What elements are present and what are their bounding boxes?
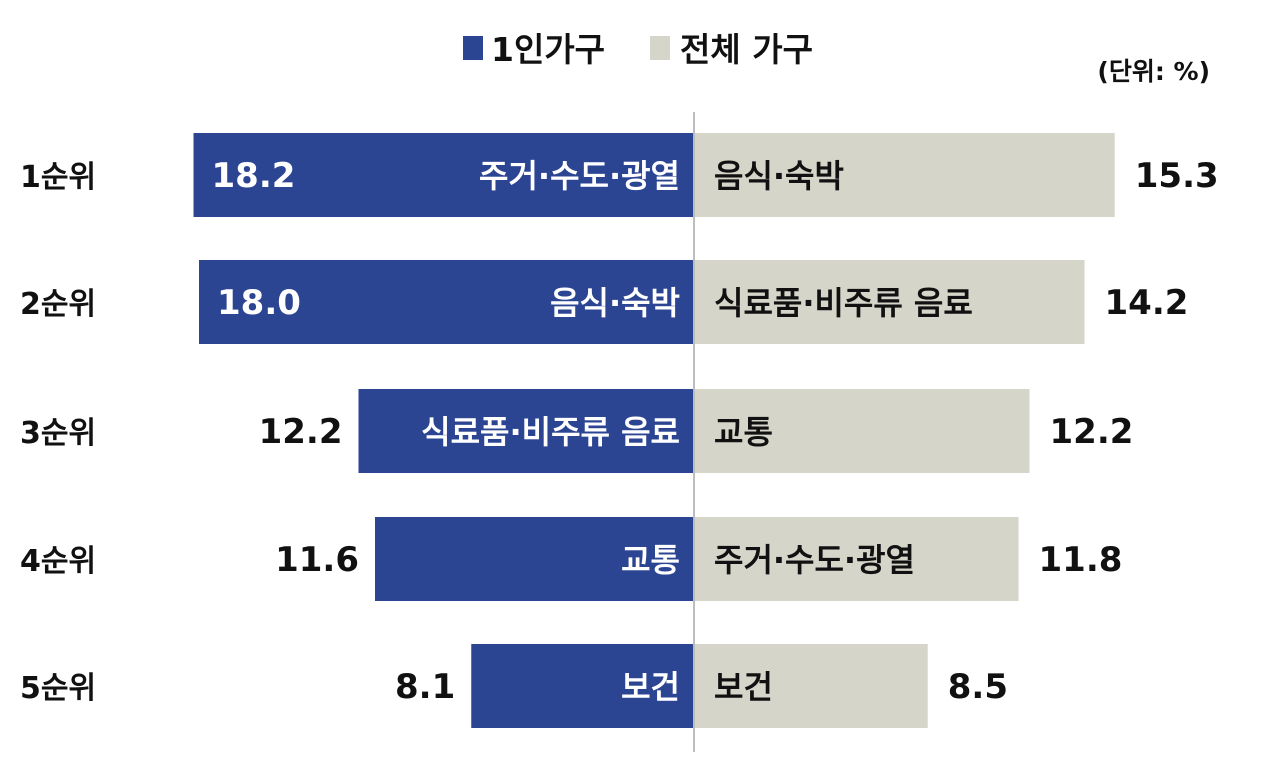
rank-label: 1순위 (20, 160, 96, 195)
item-label-total: 식료품·비주류 음료 (714, 284, 973, 322)
item-label-total: 교통 (714, 413, 773, 451)
legend: 1인가구 전체 가구 (463, 30, 813, 69)
item-label-single: 교통 (621, 541, 680, 579)
value-label-total: 14.2 (1105, 283, 1189, 323)
bar-single (471, 644, 694, 728)
legend-swatch-single (463, 36, 483, 60)
item-label-single: 보건 (621, 668, 680, 706)
bar-total (694, 133, 1115, 217)
item-label-total: 음식·숙박 (714, 157, 844, 195)
rank-label: 3순위 (20, 416, 96, 451)
item-label-single: 주거·수도·광열 (479, 157, 680, 195)
unit-label: (단위: %) (1097, 57, 1210, 86)
value-label-single: 18.0 (217, 283, 301, 323)
item-label-single: 식료품·비주류 음료 (421, 413, 680, 451)
item-label-single: 음식·숙박 (550, 284, 680, 322)
bar-total (694, 260, 1085, 344)
bar-total (694, 517, 1019, 601)
value-label-single: 18.2 (212, 156, 296, 196)
legend-label-total: 전체 가구 (680, 30, 813, 69)
legend-swatch-total (650, 36, 670, 60)
value-label-total: 15.3 (1135, 156, 1219, 196)
legend-label-single: 1인가구 (491, 30, 605, 69)
value-label-single: 11.6 (275, 540, 359, 580)
bar-total (694, 389, 1030, 473)
bar-single (193, 133, 694, 217)
bar-total (694, 644, 928, 728)
bar-single (375, 517, 694, 601)
item-label-total: 주거·수도·광열 (714, 541, 915, 579)
value-label-single: 12.2 (259, 412, 343, 452)
bar-single (358, 389, 694, 473)
bar-single (199, 260, 694, 344)
rank-label: 5순위 (20, 671, 96, 706)
item-label-total: 보건 (714, 668, 773, 706)
value-label-total: 12.2 (1050, 412, 1134, 452)
value-label-total: 8.5 (948, 667, 1008, 707)
rank-label: 2순위 (20, 287, 96, 322)
value-label-single: 8.1 (395, 667, 455, 707)
value-label-total: 11.8 (1039, 540, 1123, 580)
rank-label: 4순위 (20, 544, 96, 579)
